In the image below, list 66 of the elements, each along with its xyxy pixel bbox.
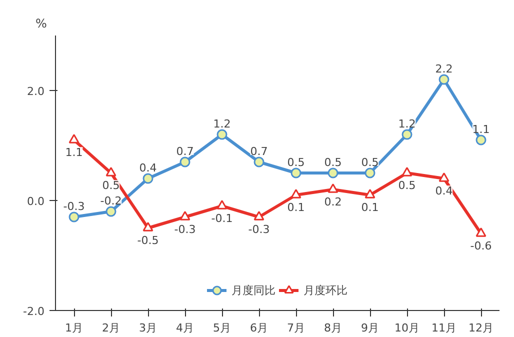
x-tick-label: 7月 [287, 322, 305, 334]
data-label: 0.5 [361, 156, 379, 169]
data-label: 0.5 [102, 179, 120, 192]
legend-label: 月度环比 [304, 282, 348, 298]
x-tick-label: 1月 [65, 322, 83, 334]
data-label: 2.2 [435, 62, 453, 76]
point [106, 167, 116, 176]
data-label: 0.4 [139, 162, 157, 174]
x-tick-label: 11月 [432, 322, 456, 334]
data-label: 0.5 [324, 156, 342, 169]
x-tick-label: 9月 [361, 322, 379, 334]
point [438, 172, 450, 182]
data-label: -0.3 [174, 223, 196, 236]
y-tick-label: 2.0 [27, 85, 45, 98]
y-tick-label: 0.0 [27, 195, 45, 208]
data-label: -0.1 [211, 212, 233, 225]
data-label: 0.7 [250, 145, 268, 158]
data-label: 1.1 [472, 123, 490, 136]
point [180, 156, 190, 168]
point [290, 168, 302, 178]
point [476, 228, 486, 237]
x-tick-label: 5月 [213, 322, 231, 334]
y-tick-label: -2.0 [23, 305, 45, 318]
data-label: 0.5 [287, 156, 305, 169]
data-label: -0.3 [248, 223, 270, 236]
data-label: 1.1 [65, 146, 83, 159]
point [476, 134, 486, 146]
x-tick-label: 6月 [250, 322, 268, 334]
point [254, 156, 264, 168]
x-tick-label: 3月 [139, 322, 157, 334]
x-tick-label: 8月 [324, 322, 342, 334]
point [402, 129, 412, 140]
data-label: 0.4 [435, 184, 453, 198]
point [142, 222, 154, 232]
data-label: -0.6 [470, 240, 492, 252]
point [328, 168, 338, 178]
point [68, 212, 80, 222]
point [402, 167, 412, 176]
data-label: 1.2 [213, 118, 231, 130]
point [254, 211, 264, 220]
data-label: 0.1 [361, 201, 379, 214]
data-label: 0.5 [398, 179, 416, 192]
data-label: -0.5 [137, 234, 159, 247]
point [68, 134, 80, 144]
x-tick-label: 4月 [176, 322, 194, 334]
point [290, 189, 302, 198]
point [364, 189, 376, 198]
point [216, 200, 228, 210]
point [328, 184, 338, 193]
data-label: 0.7 [176, 145, 194, 158]
y-axis-title: % [36, 16, 47, 30]
point [364, 168, 376, 178]
point [216, 129, 228, 140]
data-label: 1.2 [398, 118, 416, 130]
data-label: 0.1 [287, 201, 305, 214]
point [180, 211, 190, 220]
x-tick-label: 2月 [102, 322, 120, 334]
data-label: -0.2 [100, 194, 122, 208]
point [438, 74, 450, 85]
legend-label: 月度同比 [232, 282, 276, 298]
x-tick-label: 10月 [394, 322, 420, 334]
point [142, 173, 154, 184]
point [106, 206, 116, 217]
x-tick-label: 12月 [468, 322, 494, 334]
data-label: -0.3 [63, 200, 85, 213]
data-label: 0.2 [324, 196, 342, 208]
